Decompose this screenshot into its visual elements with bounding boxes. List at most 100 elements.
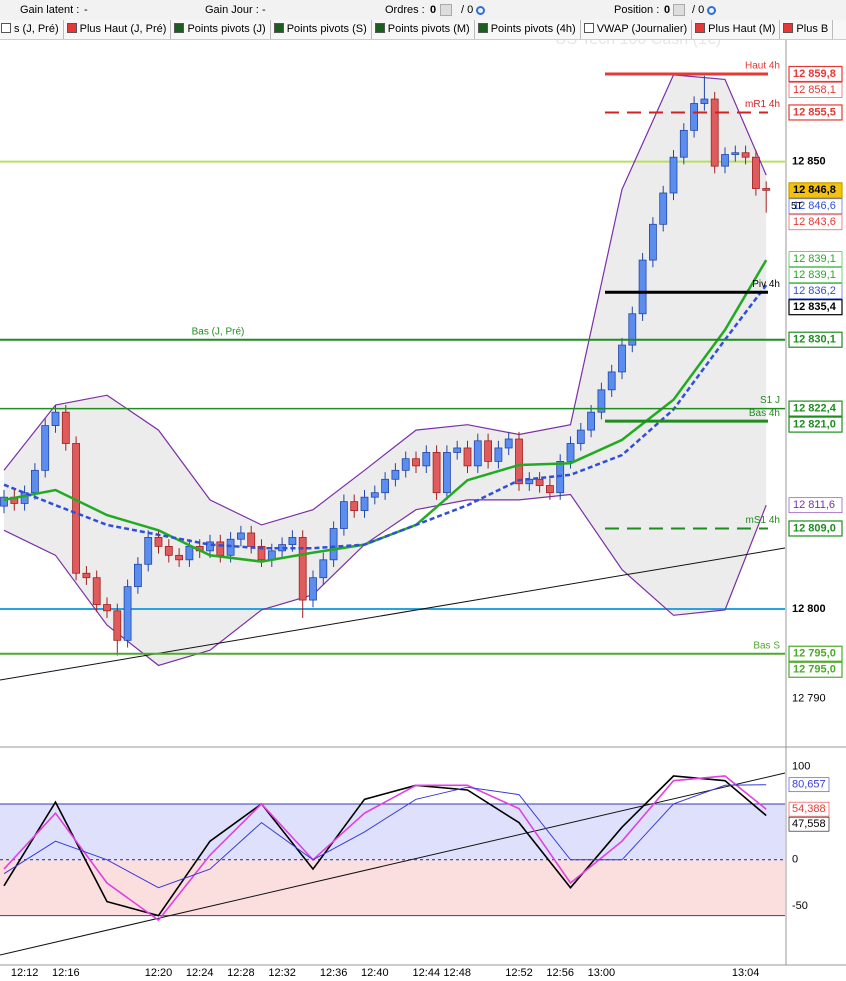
candle-body [546,485,554,494]
gain-latent-value: - [84,4,88,16]
candle-body [690,103,698,131]
x-tick-label: 12:20 [145,967,173,979]
candle-body [350,501,359,511]
candle-body [175,554,184,561]
indicator-tab[interactable]: Plus Haut (J, Pré) [64,20,172,39]
ordres-value: 0 [430,4,437,16]
tab-label: VWAP (Journalier) [596,23,688,35]
price-label: 12 795,0 [793,648,836,660]
candle-body [515,438,523,485]
candle-body [72,443,80,574]
x-tick-label: 12:44 [413,967,441,979]
candle-body [61,411,70,444]
gain-jour-label: Gain Jour : [205,4,259,16]
candle-body [41,425,50,471]
indicator-tab[interactable]: VWAP (Journalier) [581,20,693,39]
indicator-tab[interactable]: s (J, Pré) [0,20,64,39]
value-label-box [788,801,830,817]
candle-body [370,492,379,498]
tab-label: Points pivots (M) [387,23,470,35]
price-label-box [788,82,843,98]
candle-body [309,577,317,601]
candle-body [597,389,606,413]
candle-body [494,447,503,462]
candle-body [504,438,513,449]
candle-body [288,537,297,545]
level-label: Bas S [753,640,780,651]
tab-icon [477,23,488,33]
value-label: 47,558 [792,818,826,830]
candle-body [381,478,390,494]
position-icon[interactable] [670,4,685,17]
candle-body [587,411,595,431]
candle-body [679,129,688,158]
price-label-box [788,645,843,662]
price-label-box [788,267,843,283]
candle-body [82,572,91,579]
y-tick-label: 100 [792,761,810,773]
indicator-tab[interactable]: Points pivots (J) [171,20,271,39]
candle-body [92,577,101,605]
x-tick-label: 12:32 [268,967,296,979]
price-label: 12 809,0 [793,522,836,534]
candle-body [432,452,441,494]
y-tick-label: 12 850 [792,156,826,168]
x-tick-label: 12:52 [505,967,533,979]
price-label-box [788,182,843,199]
tab-icon [583,23,594,33]
price-label-box [788,104,843,121]
y-tick-label: 12 800 [792,603,826,615]
toolbar: Gain latent : - Gain Jour : - Ordres : 0… [0,0,846,21]
oscillator-band [0,859,785,916]
price-label: 12 859,8 [793,68,836,80]
price-label: 12 839,1 [793,269,836,281]
moving-average [3,284,768,550]
candle-body [30,469,39,494]
candle-body [710,98,719,167]
position-total: / 0 [692,4,705,16]
candle-body [319,559,328,579]
candle-body [607,371,616,391]
price-label: 12 846,6 [793,200,836,212]
indicator-tab[interactable]: Points pivots (S) [271,20,372,39]
price-label-box [788,251,843,267]
tab-label: Points pivots (J) [187,23,266,35]
tab-icon [695,23,706,33]
candle-body [20,492,29,504]
indicator-tab[interactable]: Points pivots (M) [372,20,475,39]
trend-line [0,547,786,681]
x-tick-label: 12:36 [320,967,348,979]
indicator-tab[interactable]: Plus B [780,20,834,39]
candle-body [669,156,678,194]
indicator-tab[interactable]: Plus Haut (M) [692,20,781,39]
candle-body [453,447,462,453]
tab-label: Plus Haut (M) [708,23,776,35]
oscillator-band [0,803,785,860]
band-lower [3,493,767,667]
price-label: 12 839,1 [793,253,836,265]
candle-body [164,545,173,556]
y-tick-label: 0 [792,854,798,866]
candle-body [576,429,585,444]
candle-body [206,541,214,552]
position-settings[interactable] [705,4,716,16]
candle-body [473,440,482,467]
candle-body [391,469,400,480]
candle-body [721,154,729,167]
level-label: Bas (J, Pré) [192,326,245,337]
ordres-icon[interactable] [437,4,452,17]
price-label-box [788,400,843,417]
candle-body [535,478,544,486]
ordres-settings[interactable] [474,4,485,16]
price-label-box [788,416,843,433]
price-label-box [788,65,843,83]
candle-body [133,563,142,588]
oscillator-line [3,775,767,917]
price-label: 12 795,0 [793,664,836,676]
price-label-box [788,497,843,514]
price-label: 12 811,6 [793,499,835,511]
candle-body [412,458,420,467]
indicator-tab[interactable]: Points pivots (4h) [475,20,581,39]
candle-body [0,496,8,507]
